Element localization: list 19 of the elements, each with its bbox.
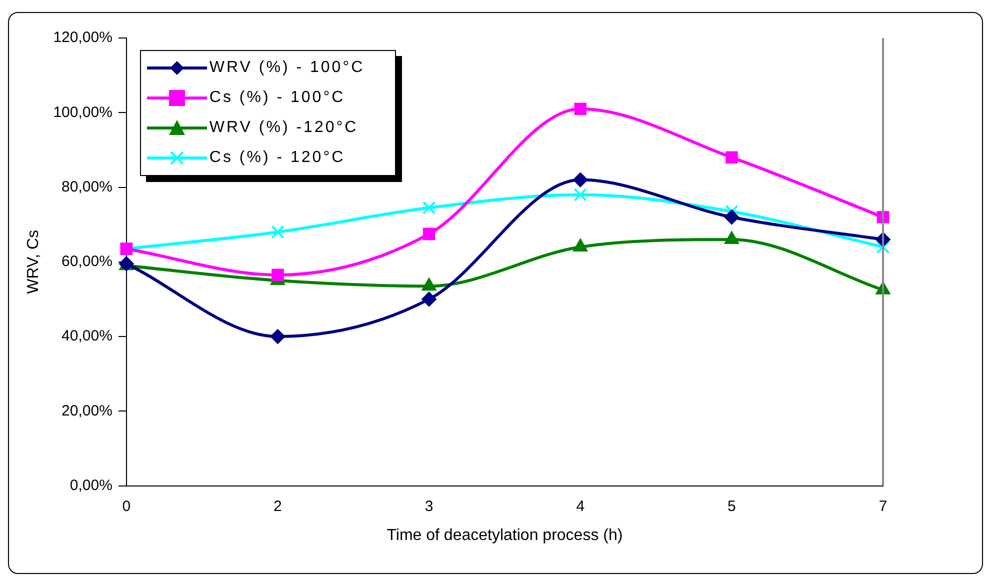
y-tick-label: 60,00% bbox=[62, 253, 112, 270]
x-tick-label: 7 bbox=[878, 498, 888, 515]
y-axis-title: WRV, Cs bbox=[25, 230, 42, 294]
y-tick-label: 100,00% bbox=[53, 104, 112, 121]
x-tick-label: 4 bbox=[576, 498, 585, 515]
x-tick-label: 2 bbox=[274, 498, 282, 515]
legend-label: Cs (%) - 120°C bbox=[209, 149, 346, 167]
legend-label: Cs (%) - 100°C bbox=[209, 89, 346, 107]
legend-label: WRV (%) - 100°C bbox=[209, 59, 366, 77]
y-tick-label: 0,00% bbox=[70, 476, 112, 494]
x-axis-title: Time of deacetylation process (h) bbox=[386, 526, 623, 544]
x-tick-label: 0 bbox=[122, 498, 131, 515]
x-tick-label: 5 bbox=[728, 498, 736, 515]
y-tick-label: 80,00% bbox=[62, 178, 112, 196]
y-tick-label: 120,00% bbox=[53, 29, 112, 46]
legend-label: WRV (%) -120°C bbox=[209, 119, 360, 137]
y-tick-label: 40,00% bbox=[62, 328, 112, 345]
x-tick-label: 3 bbox=[424, 498, 434, 515]
y-tick-label: 20,00% bbox=[62, 402, 112, 420]
